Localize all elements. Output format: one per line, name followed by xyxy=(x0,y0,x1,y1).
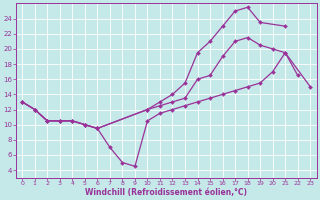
X-axis label: Windchill (Refroidissement éolien,°C): Windchill (Refroidissement éolien,°C) xyxy=(85,188,247,197)
